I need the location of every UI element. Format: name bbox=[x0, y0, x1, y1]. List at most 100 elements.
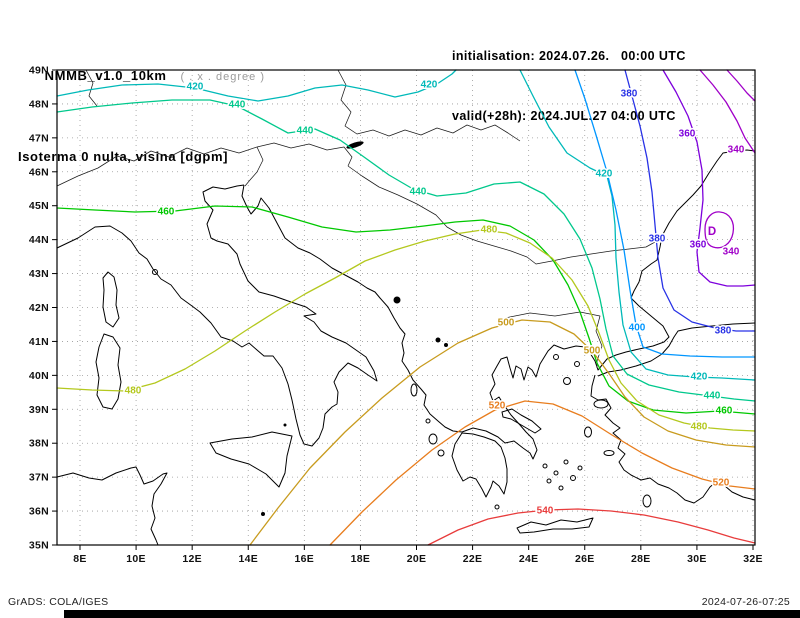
lakes bbox=[346, 141, 448, 347]
island-corsica bbox=[102, 271, 120, 328]
coastline-adriatic-balkans-blacksea bbox=[241, 149, 756, 460]
island-samos bbox=[603, 450, 615, 456]
island-cyclades-2 bbox=[553, 470, 559, 476]
contour-label-420: 420 bbox=[187, 82, 204, 93]
lat-tick-label: 36N bbox=[29, 506, 49, 518]
island-cyclades-1 bbox=[542, 463, 548, 469]
coastline-italy bbox=[56, 184, 378, 447]
contour-460 bbox=[56, 205, 756, 415]
island-zakynthos bbox=[437, 449, 445, 457]
border-austria-hungary bbox=[256, 142, 353, 167]
lat-tick-label: 38N bbox=[29, 438, 49, 450]
contour-label-520: 520 bbox=[713, 478, 730, 489]
lat-tick-label: 49N bbox=[29, 65, 49, 77]
island-samothrace bbox=[574, 361, 580, 367]
lat-tick-label: 39N bbox=[29, 404, 49, 416]
lat-tick-label: 47N bbox=[29, 132, 49, 144]
contour-label-440: 440 bbox=[410, 187, 427, 198]
lat-tick-label: 44N bbox=[29, 234, 49, 246]
contour-340-corner bbox=[699, 69, 756, 154]
contour-440 bbox=[56, 99, 756, 402]
contour-label-340: 340 bbox=[728, 145, 745, 156]
island-rhodes bbox=[642, 494, 652, 508]
contour-label-360: 360 bbox=[690, 240, 707, 251]
contour-label-480: 480 bbox=[481, 225, 498, 236]
contour-label-340: 340 bbox=[723, 247, 740, 258]
coastline-north-africa bbox=[56, 466, 168, 546]
contour-label-380: 380 bbox=[715, 326, 732, 337]
coastline-turkey-aegean bbox=[590, 374, 756, 504]
header-left: NMMB_v1.0_10km ( . x . degree ) Isoterma … bbox=[18, 6, 265, 207]
contour-label-500: 500 bbox=[498, 318, 515, 329]
map-frame bbox=[56, 69, 756, 546]
contour-360 bbox=[662, 69, 756, 287]
island-naxos bbox=[570, 475, 576, 481]
lake-ohrid bbox=[435, 337, 441, 343]
contour-label-480: 480 bbox=[125, 386, 142, 397]
contour-label-460: 460 bbox=[158, 207, 175, 218]
island-chios bbox=[584, 426, 592, 438]
contour-label-540: 540 bbox=[537, 506, 554, 517]
lat-tick-label: 35N bbox=[29, 540, 49, 552]
contour-label-420: 420 bbox=[691, 372, 708, 383]
lat-tick-label: 46N bbox=[29, 166, 49, 178]
island-cyclades-3 bbox=[563, 459, 569, 465]
creation-timestamp: 2024-07-26-07:25 bbox=[701, 596, 790, 608]
contour-label-500: 500 bbox=[584, 346, 601, 357]
lon-tick-label: 24E bbox=[519, 553, 539, 565]
lon-tick-label: 26E bbox=[575, 553, 595, 565]
field-title: Isoterma 0 nulta, visina [dgpm] bbox=[18, 149, 229, 164]
lon-tick-label: 30E bbox=[687, 553, 707, 565]
lake-prespa bbox=[444, 343, 448, 347]
island-elba bbox=[152, 269, 158, 275]
contour-label-440: 440 bbox=[297, 126, 314, 137]
lon-tick-label: 12E bbox=[182, 553, 202, 565]
coastline-turkey-marmara-south bbox=[597, 322, 756, 377]
contour-340-corner-inner bbox=[726, 69, 756, 102]
border-thrace bbox=[504, 311, 603, 368]
contour-label-380: 380 bbox=[649, 234, 666, 245]
island-kythira bbox=[494, 504, 500, 510]
border-carpathian bbox=[337, 69, 521, 142]
border-alps bbox=[56, 146, 258, 187]
lat-lon-grid bbox=[57, 70, 755, 545]
contour-label-480: 480 bbox=[691, 422, 708, 433]
lake-balaton bbox=[346, 141, 364, 149]
island-thasos bbox=[553, 354, 559, 360]
initialisation-time: initialisation: 2024.07.26. 00:00 UTC bbox=[452, 49, 686, 63]
contour-label-460: 460 bbox=[716, 406, 733, 417]
contour-label-440: 440 bbox=[229, 100, 246, 111]
island-sardinia bbox=[95, 333, 122, 410]
lat-tick-label: 42N bbox=[29, 302, 49, 314]
island-cyclades-4 bbox=[546, 478, 552, 484]
lon-tick-label: 20E bbox=[407, 553, 427, 565]
lake-scutari bbox=[393, 296, 401, 304]
border-danube bbox=[347, 165, 662, 265]
contour-labels: 420 420 420 420 440 440 440 440 460 460 480 480 480 5… bbox=[123, 78, 746, 518]
contour-label-380: 380 bbox=[621, 89, 638, 100]
lon-tick-label: 8E bbox=[73, 553, 86, 565]
contour-540 bbox=[427, 508, 756, 546]
coastlines bbox=[56, 149, 756, 546]
island-limnos bbox=[563, 377, 571, 385]
lon-tick-label: 18E bbox=[351, 553, 371, 565]
coastline-peloponnese bbox=[451, 432, 508, 498]
contour-label-420: 420 bbox=[421, 80, 438, 91]
contour-lines bbox=[56, 69, 756, 546]
island-cyclades-6 bbox=[577, 465, 583, 471]
country-borders bbox=[56, 69, 662, 368]
lon-tick-label: 14E bbox=[238, 553, 258, 565]
contour-420-a bbox=[56, 69, 457, 102]
lon-tick-label: 16E bbox=[295, 553, 315, 565]
contour-420-b bbox=[519, 69, 756, 381]
low-center-marker: D bbox=[708, 226, 716, 238]
island-malta bbox=[261, 512, 265, 516]
lat-tick-label: 37N bbox=[29, 472, 49, 484]
contour-label-520: 520 bbox=[489, 401, 506, 412]
contour-480 bbox=[56, 229, 756, 432]
contour-label-400: 400 bbox=[629, 323, 646, 334]
lon-tick-label: 22E bbox=[463, 553, 483, 565]
island-lesbos bbox=[593, 399, 609, 409]
